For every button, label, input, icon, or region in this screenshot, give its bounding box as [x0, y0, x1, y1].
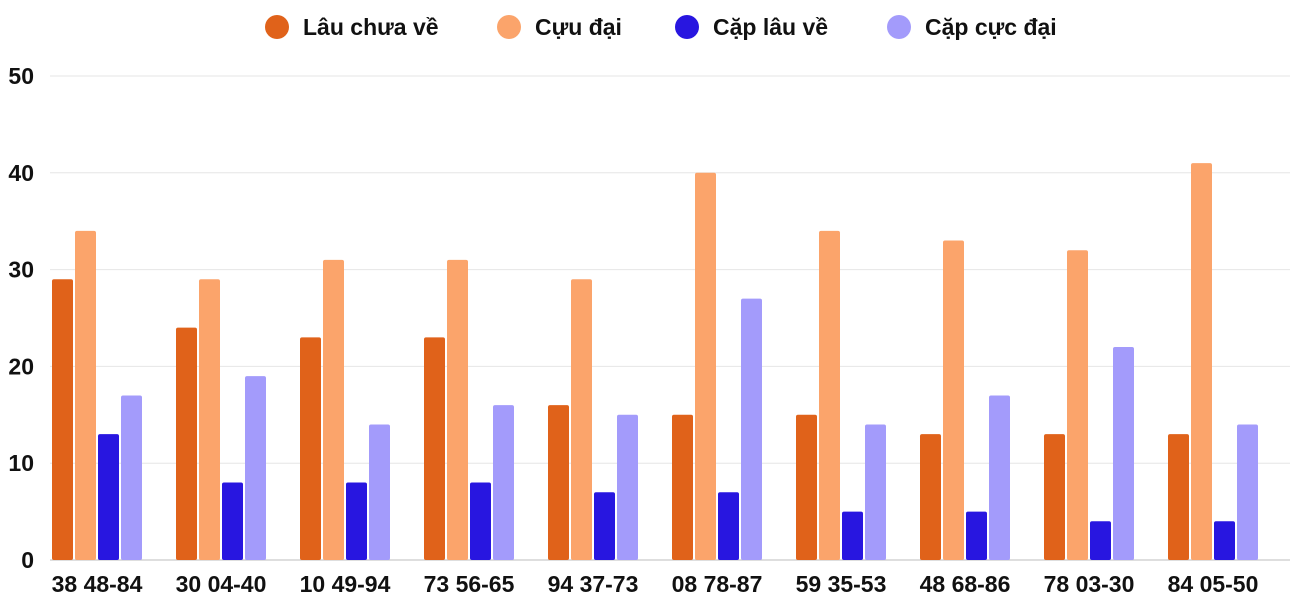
y-tick-label: 0: [21, 547, 34, 573]
bar: [1067, 250, 1088, 561]
bar: [199, 279, 220, 560]
bar: [1168, 434, 1189, 560]
bar: [222, 482, 243, 560]
x-category-label: 94 37-73: [548, 571, 639, 597]
bar: [424, 337, 445, 560]
bar: [98, 434, 119, 560]
bar: [966, 511, 987, 560]
bars: [52, 163, 1258, 561]
bar: [718, 492, 739, 560]
bar: [369, 424, 390, 560]
bar: [943, 240, 964, 560]
x-category-label: 84 05-50: [1168, 571, 1259, 597]
x-category-label: 73 56-65: [424, 571, 515, 597]
bar: [920, 434, 941, 560]
legend-marker: [497, 15, 521, 39]
legend-marker: [675, 15, 699, 39]
legend-marker: [887, 15, 911, 39]
bar: [1113, 347, 1134, 560]
bar: [1191, 163, 1212, 560]
y-tick-label: 50: [8, 63, 34, 89]
x-axis-labels: 38 48-84 30 04-40 10 49-94 73 56-65 94 37-73…: [52, 571, 1259, 597]
bar: [695, 172, 716, 561]
bar: [741, 298, 762, 560]
y-tick-label: 40: [8, 160, 34, 186]
bar: [796, 414, 817, 560]
bar: [447, 259, 468, 560]
legend-label: Cặp lâu về: [713, 14, 828, 40]
bar: [121, 395, 142, 560]
bar: [300, 337, 321, 560]
bar: [672, 414, 693, 560]
bar: [842, 511, 863, 560]
bar: [470, 482, 491, 560]
bar: [548, 405, 569, 560]
x-category-label: 30 04-40: [176, 571, 267, 597]
x-category-label: 08 78-87: [672, 571, 763, 597]
bar: [493, 405, 514, 560]
x-category-label: 78 03-30: [1044, 571, 1135, 597]
y-tick-label: 10: [8, 450, 34, 476]
legend: Lâu chưa về Cựu đại Cặp lâu về Cặp cực đại: [265, 14, 1057, 40]
bar: [176, 327, 197, 560]
bar: [245, 376, 266, 560]
x-category-label: 48 68-86: [920, 571, 1011, 597]
legend-marker: [265, 15, 289, 39]
bar: [1237, 424, 1258, 560]
x-category-label: 10 49-94: [300, 571, 391, 597]
y-tick-label: 30: [8, 257, 34, 283]
legend-label: Cựu đại: [535, 14, 622, 40]
y-axis-ticks: 0 10 20 30 40 50: [8, 63, 34, 573]
y-tick-label: 20: [8, 353, 34, 379]
bar: [346, 482, 367, 560]
bar: [819, 230, 840, 560]
legend-label: Lâu chưa về: [303, 14, 439, 40]
bar: [617, 414, 638, 560]
bar: [1090, 521, 1111, 560]
bar: [323, 259, 344, 560]
bar: [1044, 434, 1065, 560]
bar: [865, 424, 886, 560]
bar: [989, 395, 1010, 560]
bar: [594, 492, 615, 560]
x-category-label: 38 48-84: [52, 571, 143, 597]
bar: [75, 230, 96, 560]
bar: [1214, 521, 1235, 560]
bar: [571, 279, 592, 560]
bar: [52, 279, 73, 560]
x-category-label: 59 35-53: [796, 571, 887, 597]
legend-label: Cặp cực đại: [925, 14, 1057, 40]
